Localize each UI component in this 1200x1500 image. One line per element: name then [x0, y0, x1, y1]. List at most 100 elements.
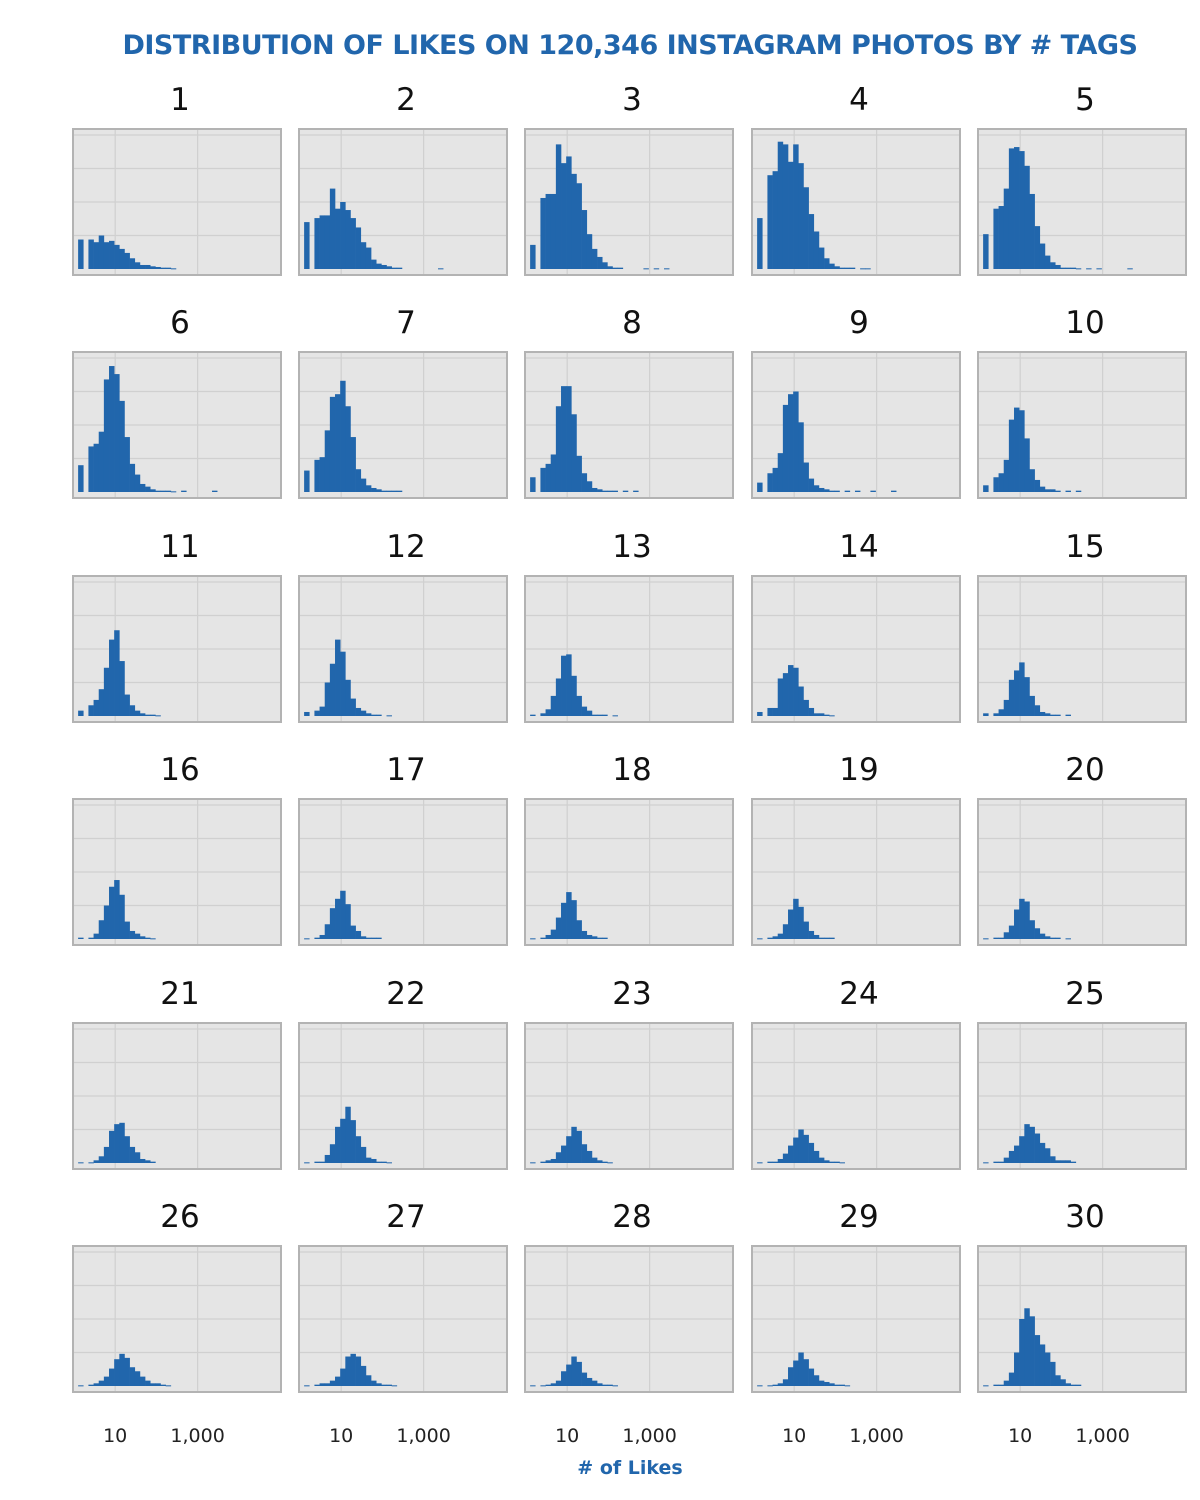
histogram-bar: [78, 1385, 84, 1387]
histogram-bar: [602, 490, 608, 492]
histogram-bar: [1039, 1142, 1046, 1163]
histogram-bar: [1070, 1161, 1077, 1163]
histogram-bar: [1029, 193, 1035, 269]
facet-label: 20: [1065, 752, 1104, 788]
facet-panel-20: 20: [977, 752, 1187, 946]
histogram-bar: [824, 1381, 830, 1386]
histogram-bar: [813, 231, 820, 269]
facet-label: 15: [1065, 529, 1104, 565]
panel-border: [72, 798, 282, 946]
histogram-bar: [813, 934, 820, 939]
histogram-bar: [545, 193, 552, 269]
facet-panel-3: 3: [524, 82, 734, 276]
facet-panel-10: 10: [977, 305, 1187, 499]
histogram-bar: [340, 202, 346, 269]
histogram-bar: [1008, 925, 1015, 939]
histogram-bar: [438, 268, 444, 270]
panel-border: [298, 798, 508, 946]
histogram-bar: [1050, 1156, 1056, 1163]
facet-panel-16: 16: [72, 752, 282, 946]
histogram-bar: [1003, 188, 1010, 269]
histogram-bar: [998, 206, 1005, 269]
histogram-bar: [1050, 937, 1056, 939]
histogram-bar: [1019, 662, 1025, 716]
histogram-bar: [571, 1356, 577, 1386]
x-tick-label: 10: [329, 1425, 353, 1447]
histogram-bar: [114, 374, 120, 492]
histogram-bar: [612, 715, 618, 717]
histogram-bar: [581, 706, 588, 716]
histogram-bar: [788, 394, 794, 492]
histogram-bar: [591, 936, 598, 939]
histogram-bar: [119, 1353, 125, 1386]
histogram-bar: [844, 490, 851, 492]
histogram-bar: [350, 1120, 356, 1163]
histogram-bar: [324, 215, 331, 269]
histogram-bar: [88, 1384, 94, 1386]
panel-border: [298, 128, 508, 276]
histogram-bar: [998, 709, 1005, 716]
panel-border: [751, 351, 961, 499]
histogram-bar: [150, 938, 156, 940]
histogram-bar: [1029, 695, 1035, 716]
histogram-bar: [983, 713, 989, 716]
facet-panel-7: 7: [298, 305, 508, 499]
histogram-bar: [109, 1130, 115, 1163]
x-axis-ticks: 10 1,000 10 1,000 10 1,000 10 1,000 10 1,000: [103, 1425, 1130, 1447]
histogram-bar: [576, 1130, 582, 1163]
histogram-bar: [788, 1367, 794, 1386]
facet-label: 10: [1065, 305, 1104, 341]
histogram-bar: [371, 1158, 377, 1163]
histogram-bar: [607, 1384, 613, 1386]
histogram-bar: [793, 1360, 799, 1386]
histogram-bar: [1060, 267, 1066, 269]
histogram-bar: [355, 930, 362, 939]
histogram-bar: [134, 710, 141, 716]
histogram-bar: [1055, 264, 1061, 269]
histogram-bar: [386, 1162, 392, 1164]
histogram-bar: [98, 920, 105, 939]
histogram-bar: [993, 477, 999, 492]
histogram-bar: [155, 1383, 161, 1386]
facet-panel-13: 13: [524, 529, 734, 723]
histogram-bar: [1070, 267, 1077, 269]
histogram-bar: [757, 938, 763, 940]
histogram-bar: [355, 469, 362, 492]
histogram-bar: [1127, 268, 1133, 270]
facet-panel-30: 30: [977, 1199, 1187, 1393]
histogram-bar: [129, 258, 136, 269]
facet-panel-5: 5: [977, 82, 1187, 276]
facet-panel-23: 23: [524, 976, 734, 1170]
histogram-bar: [983, 938, 989, 940]
histogram-bar: [129, 1367, 136, 1386]
histogram-bar: [1065, 490, 1071, 492]
histogram-bar: [813, 713, 820, 716]
histogram-bar: [386, 1384, 392, 1386]
histogram-bar: [664, 268, 670, 270]
histogram-bar: [824, 714, 830, 716]
histogram-bar: [581, 1144, 588, 1163]
histogram-bar: [304, 1162, 310, 1164]
histogram-bar: [767, 937, 773, 939]
histogram-bar: [355, 1356, 362, 1386]
histogram-bar: [319, 706, 326, 716]
facet-label: 18: [612, 752, 651, 788]
histogram-bar: [355, 707, 362, 716]
histogram-bar: [314, 1384, 320, 1386]
histogram-bar: [849, 267, 856, 269]
histogram-bar: [1050, 262, 1056, 269]
histogram-bar: [1060, 1379, 1066, 1386]
histogram-bar: [607, 1162, 613, 1164]
histogram-bar: [119, 661, 125, 716]
facet-label: 11: [160, 529, 199, 565]
histogram-bar: [854, 490, 861, 492]
histogram-bar: [98, 1380, 105, 1386]
histogram-bar: [782, 404, 789, 492]
histogram-bar: [597, 937, 603, 939]
histogram-bar: [103, 242, 110, 269]
histogram-bar: [319, 215, 326, 269]
histogram-bar: [1014, 909, 1020, 939]
histogram-bar: [612, 1385, 618, 1387]
histogram-bar: [998, 473, 1005, 492]
histogram-bar: [109, 639, 115, 716]
